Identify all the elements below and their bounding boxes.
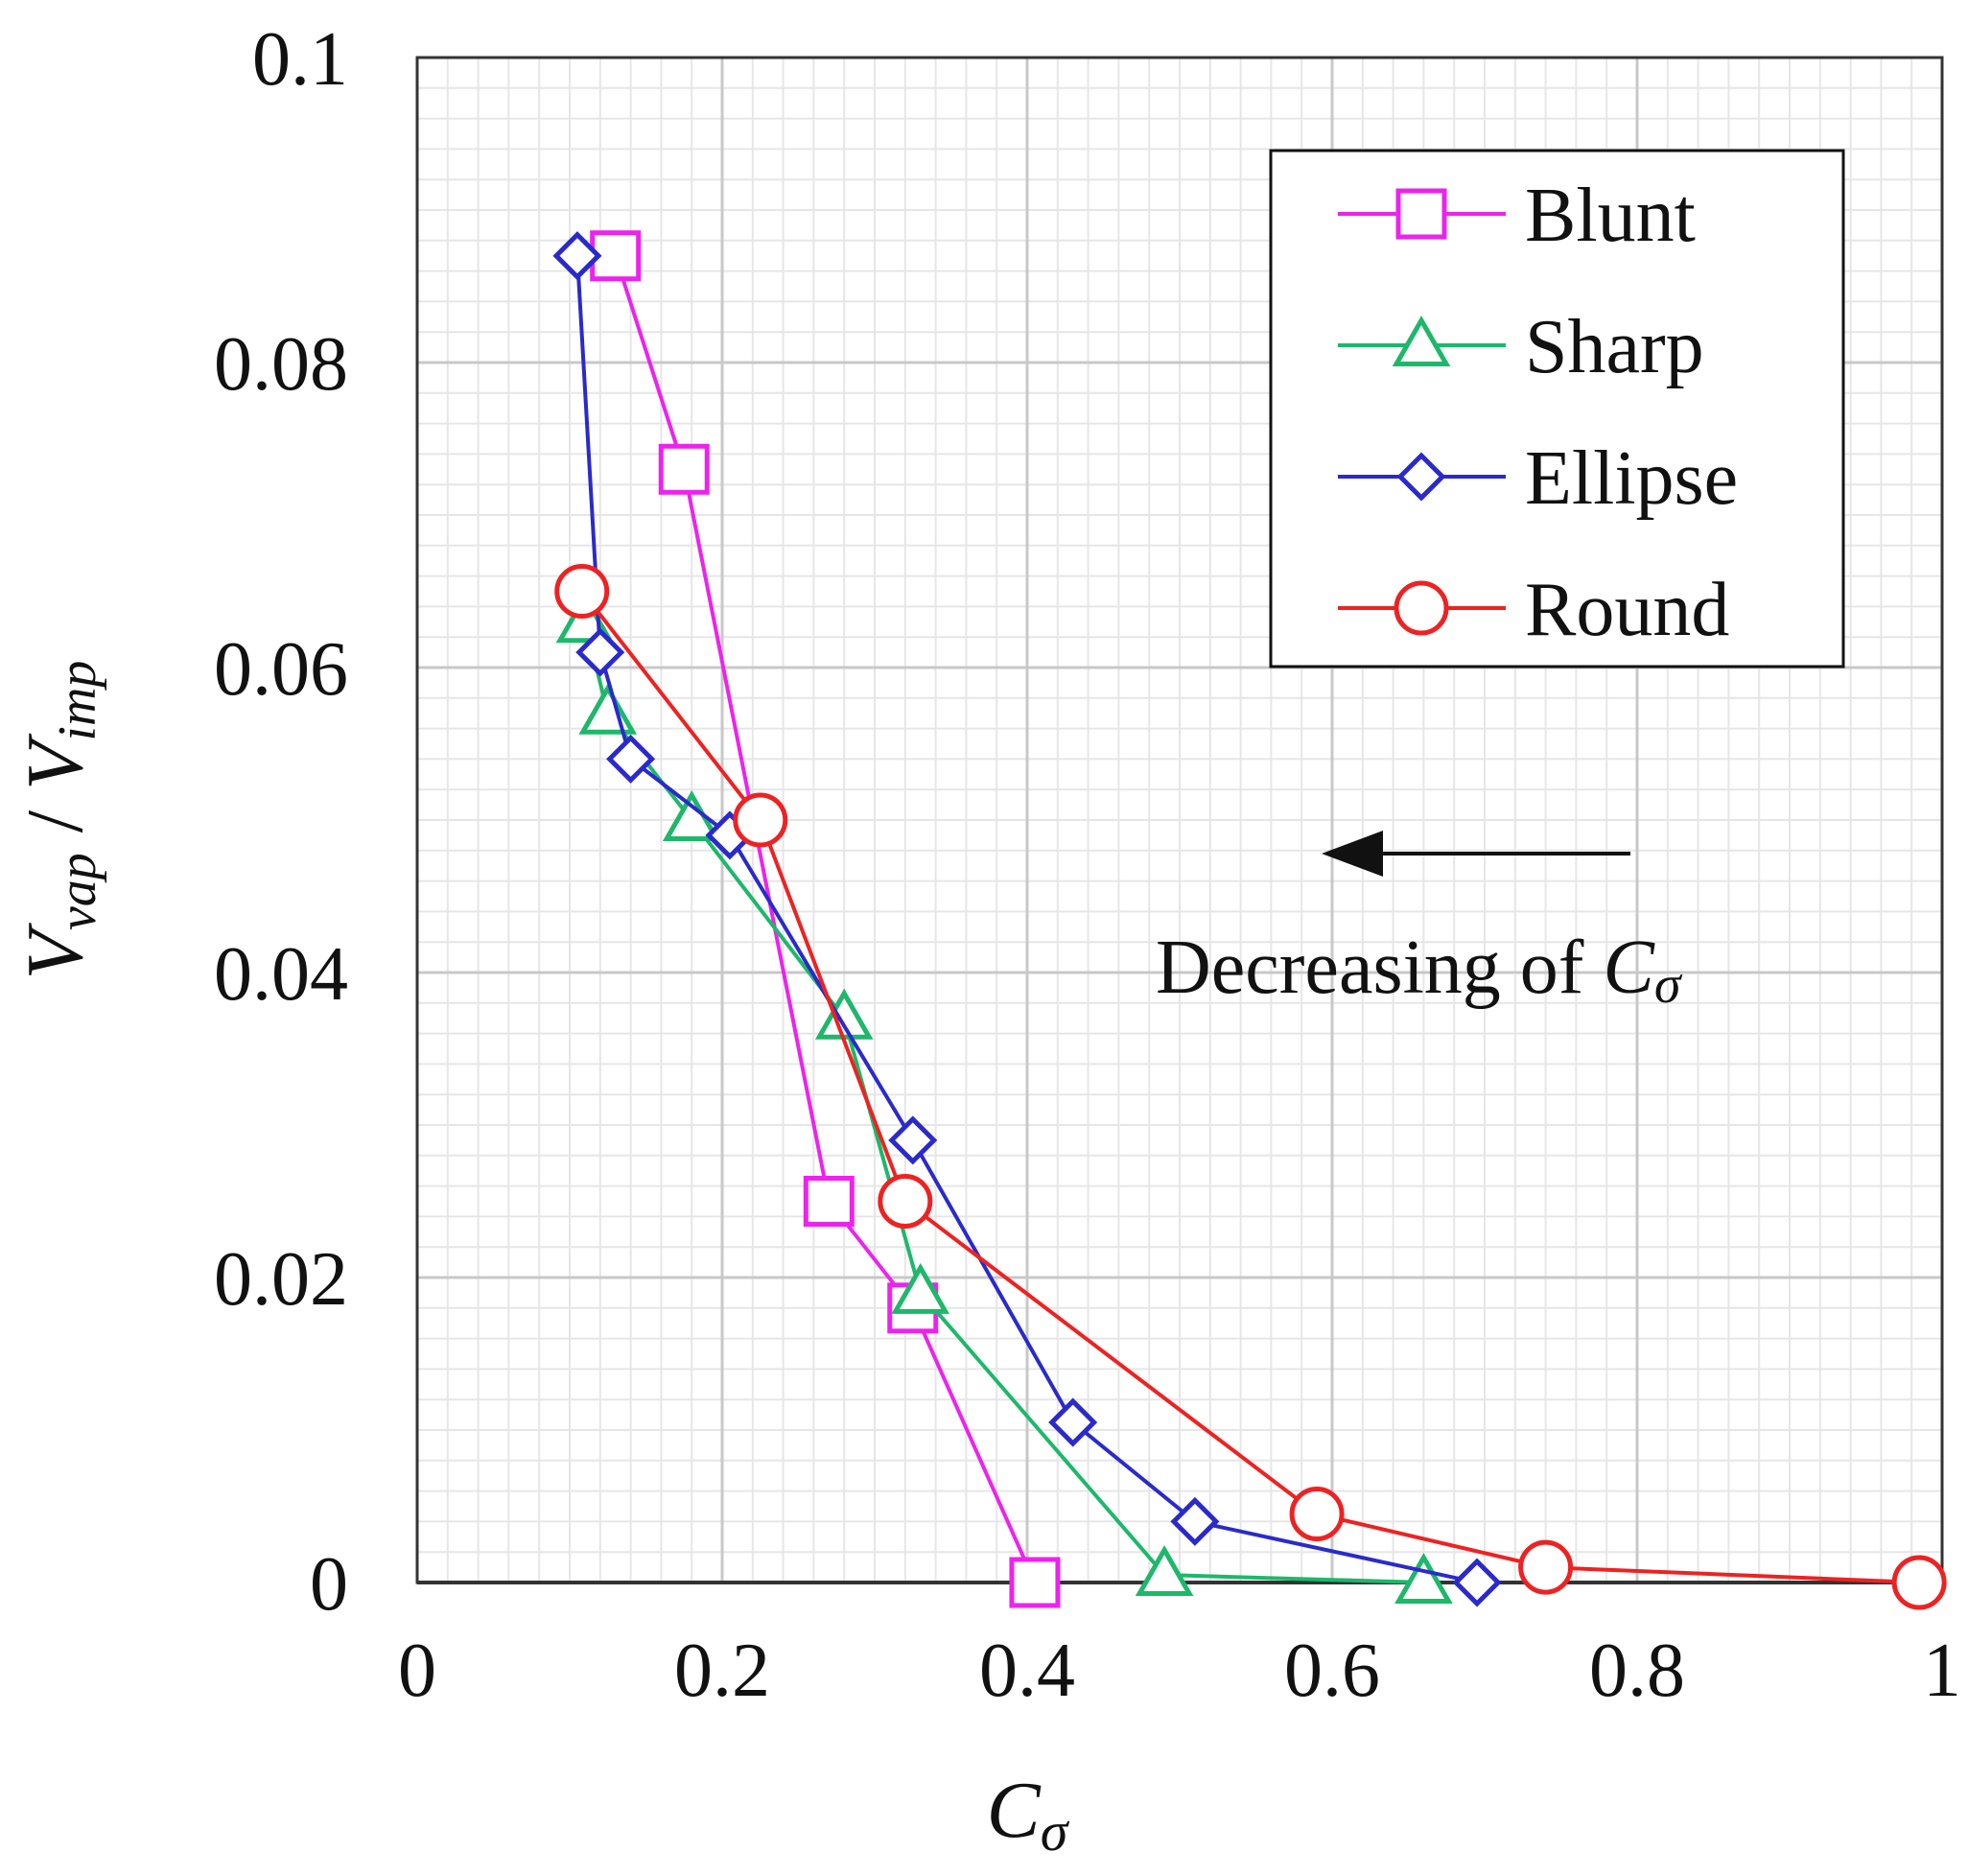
annotation-symbol: C	[1603, 926, 1655, 1010]
y-tick-label: 0.04	[214, 932, 348, 1017]
point-round	[1518, 1539, 1574, 1595]
point-ellipse	[552, 231, 602, 281]
y-tick-label: 0.08	[214, 322, 348, 407]
y-tick-label: 0.06	[214, 627, 348, 712]
point-sharp	[578, 683, 638, 735]
y-axis-title-sub2: imp	[48, 661, 107, 741]
series-blunt	[590, 230, 1061, 1608]
legend-item-ellipse: Ellipse	[1338, 436, 1738, 521]
x-axis-title-sub: σ	[1041, 1800, 1070, 1863]
point-round	[1891, 1555, 1947, 1610]
x-tick-label: 0.6	[1284, 1629, 1380, 1713]
annotation-label: Decreasing of	[1156, 926, 1603, 1010]
legend-item-blunt: Blunt	[1338, 174, 1696, 258]
legend-box	[1269, 149, 1845, 668]
x-tick-label: 0	[398, 1629, 436, 1713]
x-axis-title-main: C	[987, 1766, 1042, 1855]
point-sharp	[891, 1262, 950, 1314]
point-ellipse	[606, 734, 656, 784]
series-sharp	[555, 592, 1453, 1604]
point-round	[878, 1174, 933, 1229]
x-tick-label: 1	[1923, 1629, 1961, 1713]
series-ellipse	[552, 231, 1502, 1607]
legend-label-round: Round	[1525, 568, 1729, 652]
point-blunt	[1009, 1557, 1061, 1608]
point-ellipse	[1170, 1496, 1220, 1546]
annotation: Decreasing of Cσ	[1156, 831, 1683, 1015]
x-tick-labels: 0 0.2 0.4 0.6 0.8 1	[398, 1629, 1961, 1713]
y-tick-label: 0	[310, 1542, 348, 1627]
legend-items: Blunt Sharp Ellipse Round	[1338, 174, 1738, 652]
y-axis-title-sub1: vap	[48, 853, 107, 930]
legend-item-round: Round	[1338, 568, 1729, 652]
legend-marker-ellipse	[1396, 452, 1446, 502]
y-tick-labels: 0 0.02 0.04 0.06 0.08 0.1	[214, 17, 348, 1627]
point-sharp	[1394, 1552, 1453, 1604]
annotation-arrow-head-icon	[1322, 831, 1383, 877]
point-ellipse	[575, 627, 625, 677]
y-axis-title-sep: /	[11, 790, 100, 853]
x-tick-label: 0.4	[979, 1629, 1075, 1713]
series-line-sharp	[582, 621, 1424, 1584]
point-blunt	[803, 1176, 855, 1227]
annotation-text: Decreasing of Cσ	[1156, 926, 1683, 1015]
legend-label-sharp: Sharp	[1525, 305, 1704, 389]
y-axis-title: Vvap / Vimp	[11, 661, 107, 980]
legend-item-sharp: Sharp	[1338, 305, 1704, 389]
legend-marker-sharp	[1392, 315, 1451, 366]
point-ellipse	[1452, 1558, 1502, 1607]
y-axis-title-main2: V	[11, 733, 100, 790]
legend-marker-blunt	[1395, 188, 1447, 240]
legend: Blunt Sharp Ellipse Round	[1269, 149, 1845, 668]
point-blunt	[658, 443, 710, 495]
series-layer	[552, 230, 1947, 1610]
series-line-round	[580, 590, 1920, 1584]
x-axis-title: Cσ	[987, 1766, 1070, 1863]
x-tick-label: 0.2	[674, 1629, 770, 1713]
point-round	[1289, 1486, 1345, 1541]
series-round	[554, 564, 1947, 1610]
point-round	[733, 792, 788, 848]
x-tick-label: 0.8	[1589, 1629, 1685, 1713]
y-tick-label: 0.1	[252, 17, 348, 102]
legend-label-ellipse: Ellipse	[1525, 436, 1738, 521]
legend-marker-round	[1394, 580, 1449, 636]
legend-label-blunt: Blunt	[1525, 174, 1696, 258]
annotation-symbol-sub: σ	[1654, 955, 1683, 1015]
point-sharp	[1135, 1545, 1194, 1597]
y-tick-label: 0.02	[214, 1237, 348, 1322]
point-ellipse	[1048, 1397, 1098, 1447]
y-axis-title-main1: V	[11, 922, 100, 979]
point-round	[554, 564, 610, 619]
point-ellipse	[888, 1115, 938, 1165]
